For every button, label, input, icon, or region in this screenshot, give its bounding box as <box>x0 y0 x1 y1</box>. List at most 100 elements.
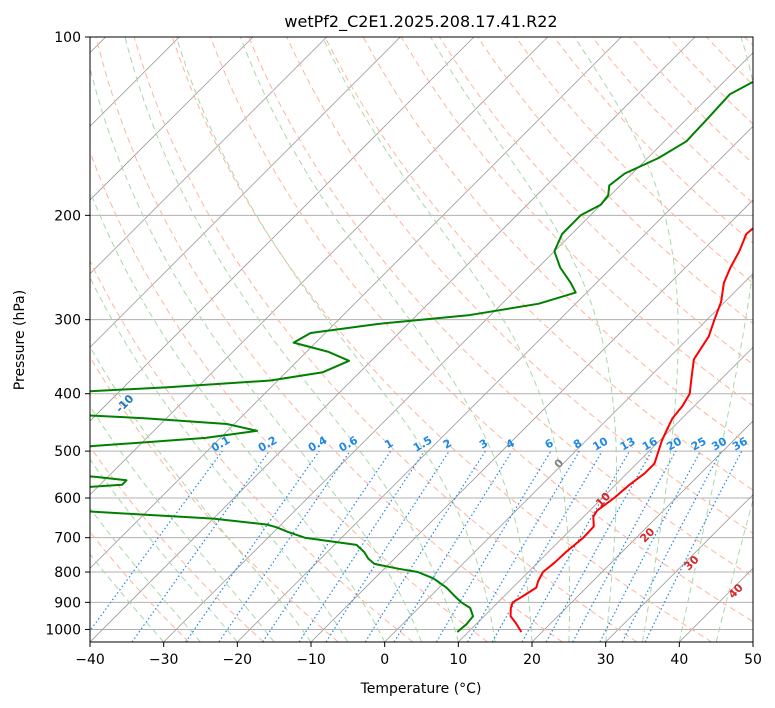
dry-adiabat-line <box>90 259 414 642</box>
mixing-ratio-line <box>218 450 351 642</box>
y-tick-label: 200 <box>54 208 81 224</box>
x-tick-label: −30 <box>149 652 179 668</box>
moist-adiabat-line <box>90 189 386 642</box>
moist-adiabat-line <box>90 276 349 642</box>
temperature-profile-line <box>509 227 753 633</box>
dry-adiabat-line <box>515 37 753 284</box>
theta-label: -20 <box>32 351 55 374</box>
dry-adiabat-line <box>744 37 753 47</box>
moist-adiabat-line <box>90 345 312 642</box>
moist-adiabat-line <box>90 65 422 642</box>
moist-adiabat-line <box>322 37 571 642</box>
plot-frame <box>89 36 754 643</box>
y-tick-label: 700 <box>54 531 81 547</box>
y-tick-label: 500 <box>54 444 81 460</box>
y-axis-label: Pressure (hPa) <box>12 290 28 390</box>
isotherm-line <box>90 37 401 348</box>
mixing-ratio-line <box>599 450 702 642</box>
y-tick-label: 300 <box>54 313 81 329</box>
dry-adiabat-line <box>90 150 488 642</box>
moist-adiabat-label: 40 <box>726 581 746 601</box>
dry-adiabat-line <box>171 37 712 642</box>
dry-adiabat-line <box>90 356 339 642</box>
isotherm-line <box>90 37 622 569</box>
x-tick-label: 40 <box>670 652 688 668</box>
y-axis: 1000 900 800 700 600 500 400 300 200 100 <box>45 30 90 638</box>
moist-adiabat-line <box>430 37 617 642</box>
x-tick-label: −10 <box>296 652 326 668</box>
isotherm-line <box>90 37 254 201</box>
dry-adiabat-line <box>668 37 753 125</box>
isotherm-line <box>90 37 327 275</box>
mixing-ratio-line <box>131 450 270 642</box>
isotherm-line <box>384 273 753 642</box>
theta-label: -10 <box>113 392 136 415</box>
mixing-ratio-line <box>393 450 513 642</box>
isotherm-line <box>679 567 753 642</box>
moist-adiabat-line <box>124 37 459 642</box>
mixing-ratio-line <box>435 450 552 642</box>
dry-adiabat-line <box>286 37 753 534</box>
mixing-ratio-label: 6 <box>543 436 556 451</box>
mixing-ratio-line <box>644 450 743 642</box>
moist-adiabat-line <box>715 498 753 642</box>
mixing-ratio-line <box>545 450 653 642</box>
mixing-ratio-line <box>466 450 580 642</box>
moist-adiabat-line <box>90 553 165 642</box>
moist-adiabat-label: 20 <box>637 525 657 545</box>
isotherm-line <box>90 37 696 642</box>
isotherm-line <box>752 641 753 642</box>
dry-adiabat-line <box>553 37 753 244</box>
isotherm-line <box>531 420 753 642</box>
x-tick-label: 50 <box>744 652 762 668</box>
moist-adiabat-line <box>90 405 275 642</box>
x-axis-label: Temperature (°C) <box>360 681 482 697</box>
mixing-ratio-line <box>572 450 677 642</box>
moist-adiabat-line <box>90 507 201 642</box>
grid-lines <box>90 37 753 642</box>
mixing-ratio-line <box>262 450 392 642</box>
isotherm-line <box>310 199 753 642</box>
x-tick-label: −20 <box>223 652 253 668</box>
isotherm-line <box>237 125 753 642</box>
isotherm-line <box>163 52 753 642</box>
y-tick-label: 400 <box>54 387 81 403</box>
mixing-ratio-line <box>364 450 486 642</box>
dry-adiabat-line <box>95 37 563 642</box>
mixing-ratio-line <box>298 450 425 642</box>
isotherm-line <box>458 346 753 642</box>
x-tick-label: 10 <box>449 652 467 668</box>
dry-adiabat-line <box>706 37 753 86</box>
mixing-ratio-line <box>185 450 320 642</box>
moist-adiabat-line <box>175 37 496 642</box>
x-tick-label: 30 <box>597 652 615 668</box>
background-lines <box>90 37 753 642</box>
dry-adiabat-line <box>90 531 190 642</box>
moist-adiabat-line <box>90 458 238 642</box>
moist-adiabat-line <box>678 37 753 642</box>
mixing-ratio-line <box>521 450 631 642</box>
x-axis: −40 −30 −20 −10 0 10 20 30 40 50 <box>75 642 762 668</box>
isotherm-line <box>90 37 475 422</box>
y-tick-label: 100 <box>54 30 81 46</box>
x-tick-label: 0 <box>380 652 389 668</box>
dry-adiabat-line <box>248 37 753 578</box>
dry-adiabat-line <box>324 37 753 491</box>
moist-adiabat-line <box>574 37 679 642</box>
x-tick-label: 20 <box>523 652 541 668</box>
isotherm-line <box>605 494 753 642</box>
mixing-ratio-line <box>325 450 450 642</box>
moist-adiabat-label: 30 <box>682 553 702 573</box>
moist-adiabat-label: 0 <box>552 456 567 471</box>
chart-title: wetPf2_C2E1.2025.208.17.41.R22 <box>284 12 557 32</box>
dry-adiabat-line <box>90 445 264 642</box>
dry-adiabat-line <box>591 37 753 204</box>
dewpoint-profile-line <box>90 80 753 633</box>
mixing-ratio-label: 4 <box>504 436 517 451</box>
y-tick-label: 800 <box>54 565 81 581</box>
mixing-ratio-line <box>90 450 223 632</box>
mixing-ratio-label: 2 <box>441 437 454 452</box>
isotherm-line <box>90 37 548 496</box>
profile-lines <box>90 80 753 633</box>
